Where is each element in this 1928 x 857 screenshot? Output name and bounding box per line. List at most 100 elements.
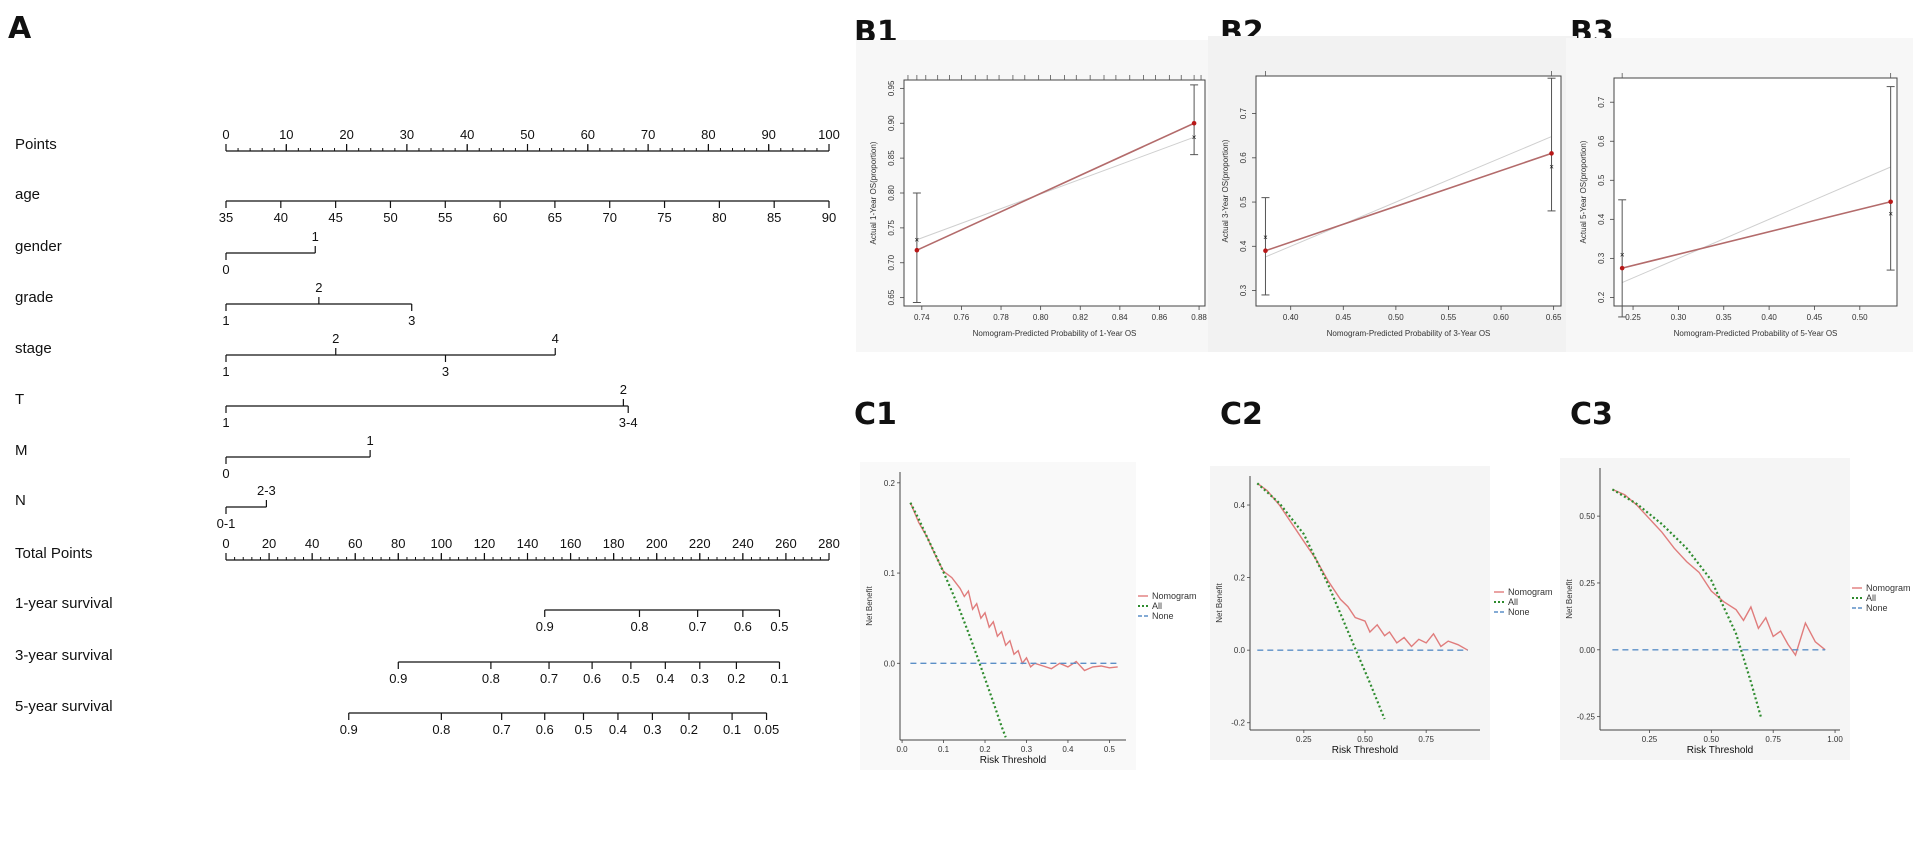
legend-label-none: None — [1866, 603, 1888, 613]
y-tick-label: 0.1 — [884, 569, 896, 578]
x-tick-label: 0.1 — [938, 745, 950, 754]
scale-tick-label: 2 — [332, 331, 339, 346]
legend-label-nomogram: Nomogram — [1866, 583, 1911, 593]
y-tick-label: 0.7 — [1597, 96, 1606, 108]
scale-tick-label: 10 — [279, 127, 293, 142]
x-tick-label: 0.50 — [1704, 735, 1720, 744]
calibration-line — [1621, 200, 1891, 269]
scale-tick-label: 180 — [603, 536, 625, 551]
scale-label-points: Points — [15, 136, 57, 153]
scale-tick-label: 0.6 — [536, 722, 554, 737]
scale-tick-label: 0.4 — [656, 671, 674, 686]
scale-tick-label: 2 — [620, 382, 627, 397]
calibration-point — [914, 247, 920, 253]
x-tick-label: 0.74 — [914, 313, 930, 322]
scale-tick-label: 0.1 — [770, 671, 788, 686]
nomogram-row-total-points: Total Points 0 20 40 60 80 100 120 140 160 180 200 2… — [15, 536, 840, 562]
scale-tick-label: 280 — [818, 536, 840, 551]
scale-tick-label: 60 — [493, 210, 507, 225]
x-tick-label: 0.65 — [1546, 313, 1562, 322]
scale-tick-label: 45 — [328, 210, 342, 225]
plot-background — [1560, 458, 1850, 760]
y-axis-label: Net Benefit — [1565, 578, 1574, 618]
y-tick-label: 0.90 — [887, 115, 896, 131]
scale-tick-label: 2-3 — [257, 483, 276, 498]
scale-tick-label: 0.5 — [574, 722, 592, 737]
scale-tick-label: 1 — [222, 415, 229, 430]
panel-label-C3: C3 — [1570, 397, 1613, 432]
x-tick-label: 0.76 — [954, 313, 970, 322]
y-tick-label: 0.4 — [1234, 501, 1246, 510]
bias-corrected-mark: × — [1192, 133, 1197, 142]
scale-label-n: N — [15, 492, 26, 509]
scale-tick-label: 0.5 — [622, 671, 640, 686]
scale-tick-label: 3 — [442, 364, 449, 379]
x-tick-label: 0.25 — [1296, 735, 1312, 744]
x-axis-label: Nomogram-Predicted Probability of 1-Year… — [973, 329, 1137, 338]
x-tick-label: 0.40 — [1283, 313, 1299, 322]
nomogram-row-gender: gender 0 1 — [15, 229, 319, 277]
nomogram-row-age: age 35 40 45 50 55 60 65 70 75 80 85 90 — [15, 186, 836, 225]
y-tick-label: 0.00 — [1579, 646, 1595, 655]
calibration-point — [1888, 199, 1893, 205]
series-line-nomogram — [909, 502, 1118, 672]
y-tick-label: 0.0 — [1234, 646, 1246, 655]
ideal-line — [1621, 166, 1891, 284]
x-tick-label: 0.88 — [1191, 313, 1207, 322]
x-tick-label: 0.2 — [979, 745, 991, 754]
scale-tick-label: 0.1 — [723, 722, 741, 737]
legend-label-all: All — [1508, 597, 1518, 607]
x-tick-label: 0.45 — [1807, 313, 1823, 322]
scale-tick-label: 1 — [312, 229, 319, 244]
scale-tick-label: 0.6 — [734, 619, 752, 634]
scale-tick-label: 160 — [560, 536, 582, 551]
panel-label-C2: C2 — [1220, 397, 1263, 432]
scale-tick-label: 40 — [274, 210, 288, 225]
scale-tick-label: 0.8 — [482, 671, 500, 686]
x-tick-label: 0.0 — [897, 745, 909, 754]
x-tick-label: 0.50 — [1852, 313, 1868, 322]
x-tick-label: 0.25 — [1642, 735, 1658, 744]
legend-label-none: None — [1152, 611, 1174, 621]
scale-tick-label: 0.3 — [643, 722, 661, 737]
calibration-line — [1265, 152, 1552, 252]
scale-tick-label: 0.9 — [536, 619, 554, 634]
x-axis-label: Nomogram-Predicted Probability of 3-Year… — [1327, 329, 1491, 338]
y-tick-label: 0.6 — [1597, 135, 1606, 147]
scale-tick-label: 140 — [517, 536, 539, 551]
x-axis-label: Nomogram-Predicted Probability of 5-Year… — [1674, 329, 1838, 338]
ideal-line — [1265, 136, 1552, 258]
y-tick-label: -0.25 — [1577, 713, 1596, 722]
nomogram-row-stage: stage 1 2 3 4 — [15, 331, 559, 379]
scale-tick-label: 50 — [520, 127, 534, 142]
series-line-all — [909, 502, 1007, 738]
scale-tick-label: 70 — [602, 210, 616, 225]
nomogram-row-m: M 0 1 — [15, 433, 374, 481]
y-tick-label: 0.3 — [1597, 252, 1606, 264]
nomogram-row-1-year-survival: 1-year survival 0.9 0.8 0.7 0.6 0.5 — [15, 595, 789, 634]
x-tick-label: 0.84 — [1112, 313, 1128, 322]
y-tick-label: 0.6 — [1239, 152, 1248, 164]
series-line-nomogram — [1612, 488, 1826, 657]
y-axis-label: Actual 3-Year OS(proportion) — [1221, 139, 1230, 242]
scale-tick-label: 0.2 — [727, 671, 745, 686]
calibration-panels: 0.74 0.76 0.78 0.80 0.82 0.84 0.86 0.880.650.70… — [856, 36, 1913, 352]
x-tick-label: 0.50 — [1357, 735, 1373, 744]
scale-tick-label: 1 — [222, 313, 229, 328]
scale-label-total-points: Total Points — [15, 545, 93, 562]
panel-letters: A B1 B2 B3 C1 C2 C3 — [8, 11, 1614, 432]
x-tick-label: 0.40 — [1761, 313, 1777, 322]
x-tick-label: 0.35 — [1716, 313, 1732, 322]
nomogram-row-5-year-survival: 5-year survival 0.9 0.8 0.7 0.6 0.5 0.4 0.3 0.2 0… — [15, 698, 779, 737]
scale-tick-label: 20 — [262, 536, 276, 551]
nomogram-row-grade: grade 1 2 3 — [15, 280, 415, 328]
scale-tick-label: 3 — [408, 313, 415, 328]
scale-label-m: M — [15, 442, 28, 459]
series-line-nomogram — [1256, 482, 1469, 651]
scale-tick-label: 0 — [222, 536, 229, 551]
y-tick-label: 0.2 — [1597, 291, 1606, 303]
y-tick-label: 0.95 — [887, 80, 896, 96]
